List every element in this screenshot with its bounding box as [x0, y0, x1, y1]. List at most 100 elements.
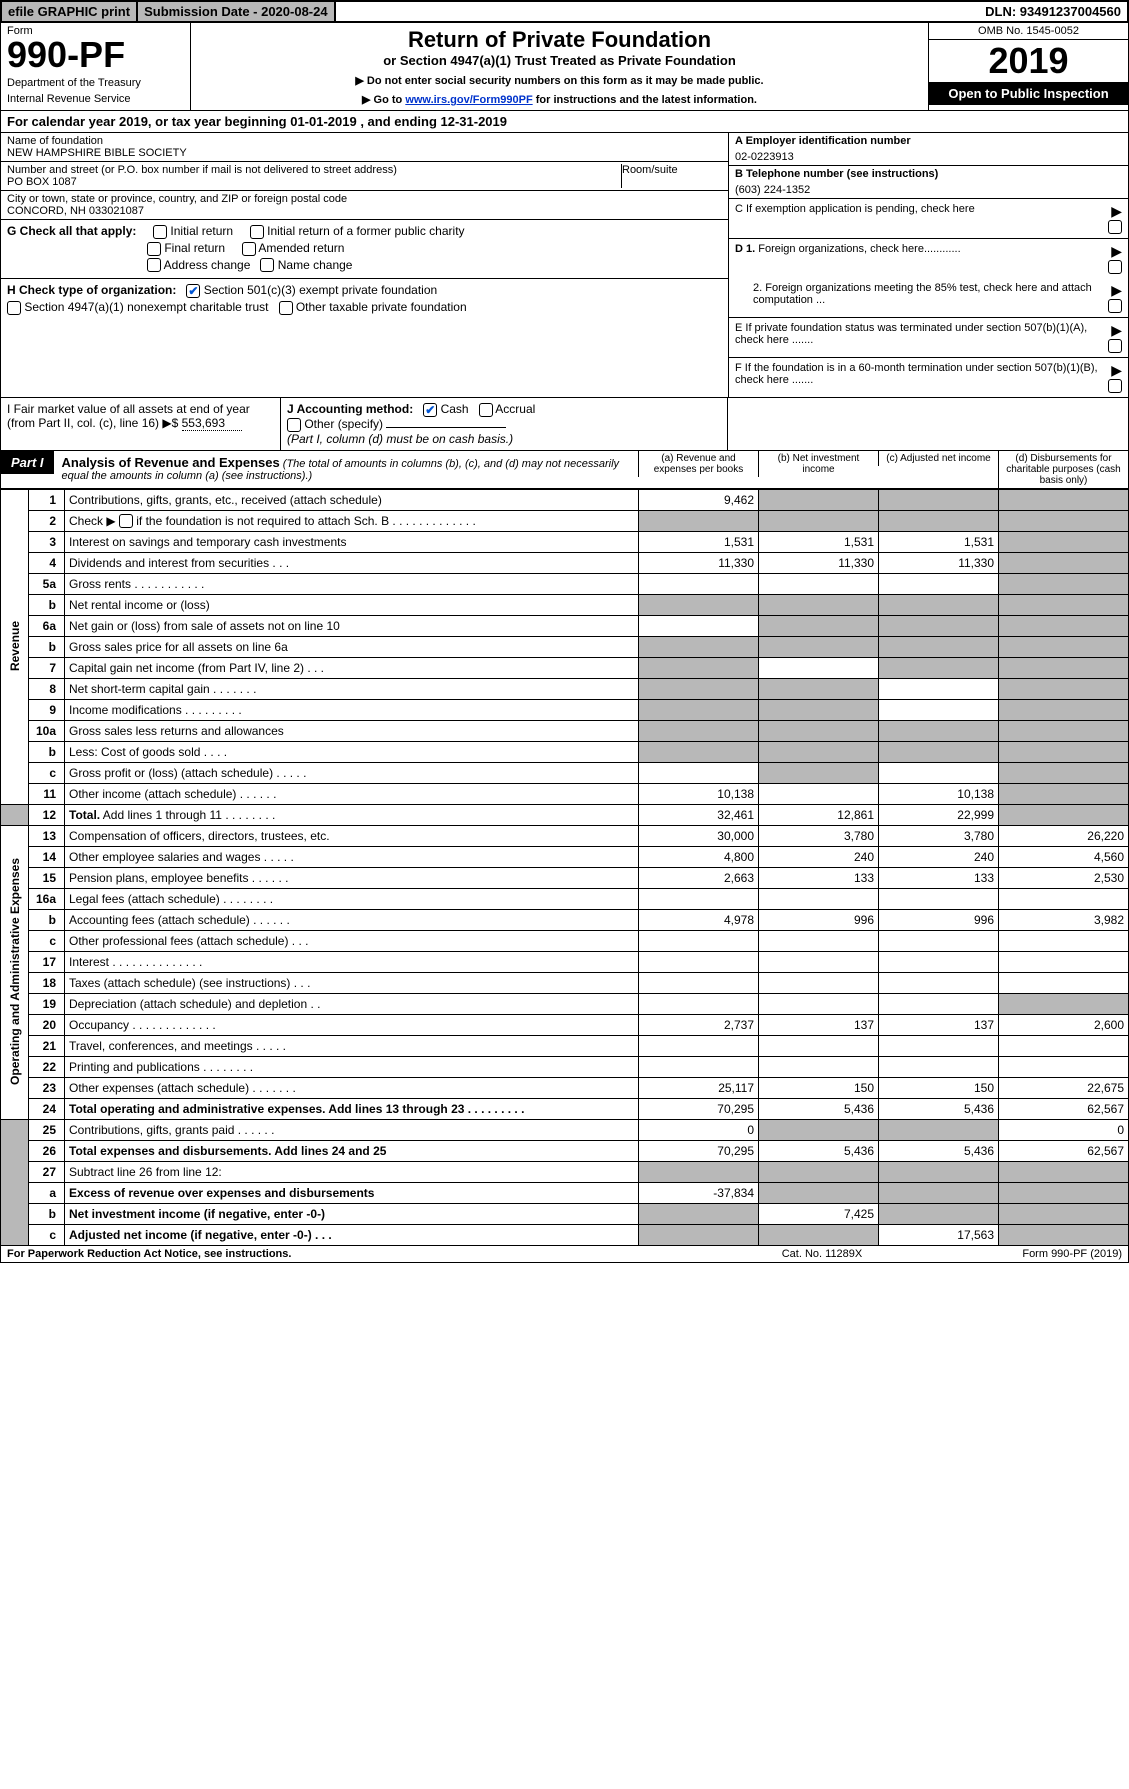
chk-e[interactable]	[1108, 339, 1122, 353]
address-cell: Number and street (or P.O. box number if…	[7, 164, 622, 188]
ln1-d	[999, 489, 1129, 510]
chk-addr-change[interactable]	[147, 258, 161, 272]
ln7-desc: Capital gain net income (from Part IV, l…	[65, 658, 639, 679]
ln10b-a	[639, 742, 759, 763]
ln23-c: 150	[879, 1078, 999, 1099]
ein-value: 02-0223913	[735, 147, 1122, 163]
address-row: Number and street (or P.O. box number if…	[1, 162, 728, 191]
ln18-d	[999, 973, 1129, 994]
ln26-desc: Total expenses and disbursements. Add li…	[65, 1141, 639, 1162]
chk-4947[interactable]	[7, 301, 21, 315]
ln27a-c	[879, 1183, 999, 1204]
line-7: 7Capital gain net income (from Part IV, …	[1, 658, 1129, 679]
chk-cash[interactable]	[423, 403, 437, 417]
lbl-initial-former: Initial return of a former public charit…	[267, 224, 464, 238]
col-a-header: (a) Revenue and expenses per books	[638, 451, 758, 477]
ln22-desc: Printing and publications . . . . . . . …	[65, 1057, 639, 1078]
ln10a-b	[759, 721, 879, 742]
ln6a-num: 6a	[29, 616, 65, 637]
ln24-num: 24	[29, 1099, 65, 1120]
ln1-c	[879, 489, 999, 510]
lbl-final: Final return	[164, 241, 225, 255]
line-16b: bAccounting fees (attach schedule) . . .…	[1, 910, 1129, 931]
ln26-d: 62,567	[999, 1141, 1129, 1162]
chk-initial[interactable]	[153, 225, 167, 239]
chk-final[interactable]	[147, 242, 161, 256]
chk-amended[interactable]	[242, 242, 256, 256]
ln20-c: 137	[879, 1015, 999, 1036]
ln1-a: 9,462	[639, 489, 759, 510]
header-center: Return of Private Foundation or Section …	[191, 23, 928, 110]
line-6b: bGross sales price for all assets on lin…	[1, 637, 1129, 658]
lbl-amended: Amended return	[258, 241, 344, 255]
part1-header: Part I Analysis of Revenue and Expenses …	[0, 451, 1129, 489]
chk-initial-former[interactable]	[250, 225, 264, 239]
ln15-b: 133	[759, 868, 879, 889]
lbl-name-change: Name change	[278, 258, 353, 272]
ln5a-d	[999, 574, 1129, 595]
ln15-a: 2,663	[639, 868, 759, 889]
omb-number: OMB No. 1545-0052	[929, 23, 1128, 40]
ln7-d	[999, 658, 1129, 679]
ln27-a	[639, 1162, 759, 1183]
ln13-b: 3,780	[759, 826, 879, 847]
chk-sch-b[interactable]	[119, 514, 133, 528]
ln19-c	[879, 994, 999, 1015]
ln14-a: 4,800	[639, 847, 759, 868]
chk-501c3[interactable]	[186, 284, 200, 298]
ln27-num: 27	[29, 1162, 65, 1183]
chk-d1[interactable]	[1108, 260, 1122, 274]
line-2: 2 Check ▶ if the foundation is not requi…	[1, 510, 1129, 532]
line-9: 9Income modifications . . . . . . . . .	[1, 700, 1129, 721]
chk-d2[interactable]	[1108, 299, 1122, 313]
chk-name-change[interactable]	[260, 258, 274, 272]
line-27a: aExcess of revenue over expenses and dis…	[1, 1183, 1129, 1204]
ln10b-desc: Less: Cost of goods sold . . . .	[65, 742, 639, 763]
ln15-c: 133	[879, 868, 999, 889]
ln10c-a	[639, 763, 759, 784]
ln20-d: 2,600	[999, 1015, 1129, 1036]
ln7-a	[639, 658, 759, 679]
ln23-b: 150	[759, 1078, 879, 1099]
submission-date: Submission Date - 2020-08-24	[138, 2, 336, 21]
line-19: 19Depreciation (attach schedule) and dep…	[1, 994, 1129, 1015]
ln19-a	[639, 994, 759, 1015]
section-i: I Fair market value of all assets at end…	[1, 398, 281, 450]
line-26: 26Total expenses and disbursements. Add …	[1, 1141, 1129, 1162]
line-1: Revenue 1 Contributions, gifts, grants, …	[1, 489, 1129, 510]
ln5b-c	[879, 595, 999, 616]
ln26-num: 26	[29, 1141, 65, 1162]
chk-other-taxable[interactable]	[279, 301, 293, 315]
ln27b-num: b	[29, 1204, 65, 1225]
form-ref: Form 990-PF (2019)	[922, 1248, 1122, 1260]
ln2-b	[759, 510, 879, 532]
ln5b-b	[759, 595, 879, 616]
ln23-d: 22,675	[999, 1078, 1129, 1099]
i-value: 553,693	[182, 416, 242, 431]
ln9-num: 9	[29, 700, 65, 721]
chk-c[interactable]	[1108, 220, 1122, 234]
ln17-b	[759, 952, 879, 973]
lbl-cash: Cash	[441, 402, 469, 416]
ln11-num: 11	[29, 784, 65, 805]
f-label: F If the foundation is in a 60-month ter…	[735, 362, 1100, 393]
ln27-d	[999, 1162, 1129, 1183]
ln10c-d	[999, 763, 1129, 784]
ln13-desc: Compensation of officers, directors, tru…	[65, 826, 639, 847]
ln17-num: 17	[29, 952, 65, 973]
ln12-spacer	[1, 805, 29, 826]
chk-f[interactable]	[1108, 379, 1122, 393]
ein-cell: A Employer identification number 02-0223…	[729, 133, 1128, 166]
col-d-header: (d) Disbursements for charitable purpose…	[998, 451, 1128, 488]
dept-treasury: Department of the Treasury	[7, 77, 184, 89]
ln6a-a	[639, 616, 759, 637]
ln4-b: 11,330	[759, 553, 879, 574]
line-23: 23Other expenses (attach schedule) . . .…	[1, 1078, 1129, 1099]
ln3-desc: Interest on savings and temporary cash i…	[65, 532, 639, 553]
line-5b: bNet rental income or (loss)	[1, 595, 1129, 616]
instructions-link[interactable]: www.irs.gov/Form990PF	[405, 94, 532, 106]
chk-other-method[interactable]	[287, 418, 301, 432]
phone-label: B Telephone number (see instructions)	[735, 168, 1122, 180]
info-left: Name of foundation NEW HAMPSHIRE BIBLE S…	[1, 133, 728, 397]
chk-accrual[interactable]	[479, 403, 493, 417]
